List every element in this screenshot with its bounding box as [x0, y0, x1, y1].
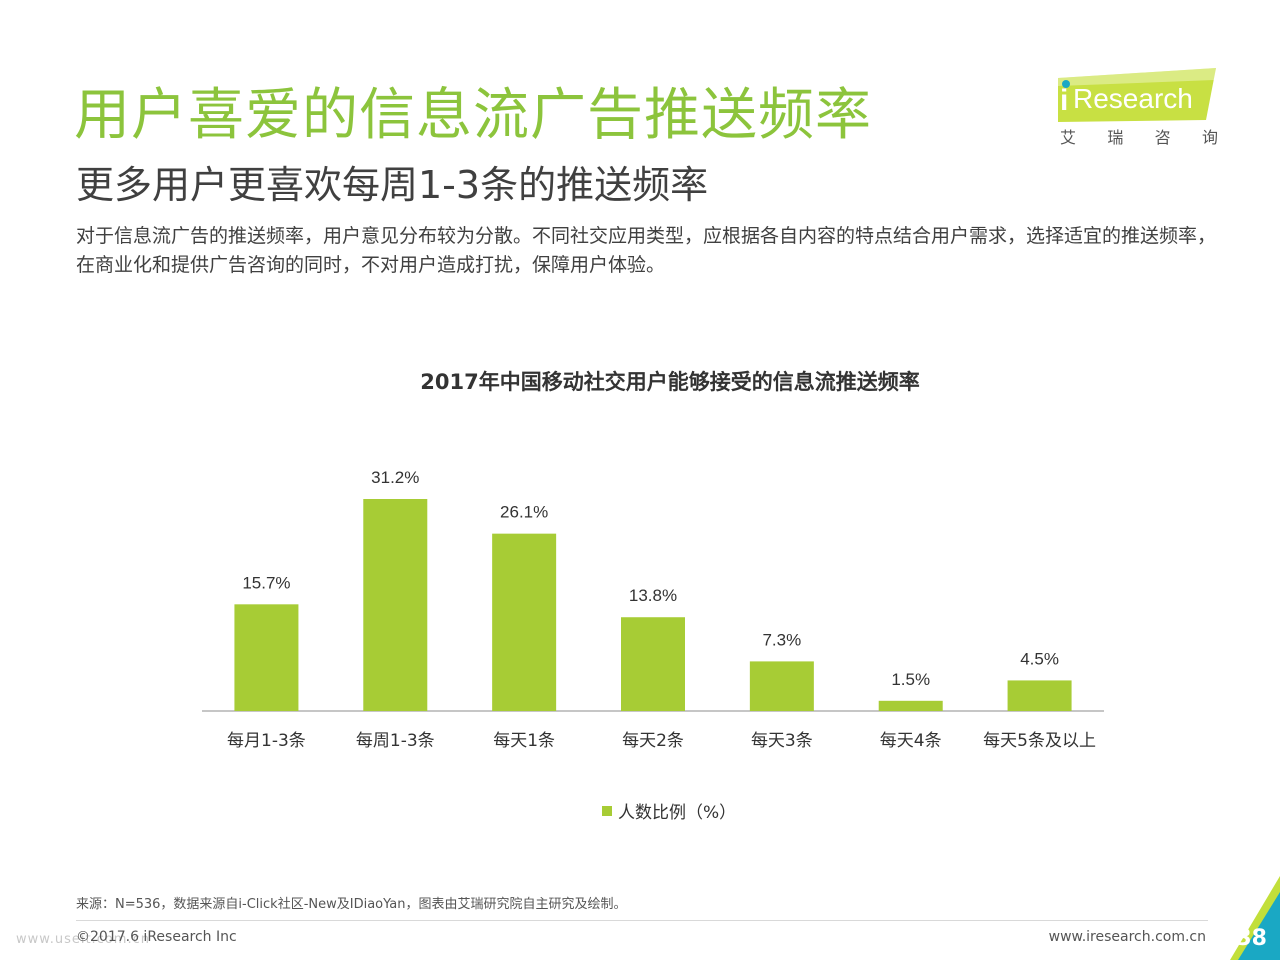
x-tick-label: 每天3条 [751, 731, 813, 751]
source-note: 来源：N=536，数据来源自i-Click社区-New及IDiaoYan，图表由… [76, 897, 627, 912]
bar-value-label: 7.3% [762, 630, 801, 649]
logo-char: 询 [1201, 128, 1218, 147]
page-number: 38 [1236, 926, 1267, 951]
bar-value-label: 15.7% [242, 573, 290, 592]
bar [878, 700, 943, 711]
x-tick-label: 每天4条 [880, 731, 942, 751]
bar-value-label: 4.5% [1020, 649, 1059, 668]
bar [363, 499, 428, 711]
x-tick-label: 每天5条及以上 [983, 731, 1096, 751]
page-description: 对于信息流广告的推送频率，用户意见分布较为分散。不同社交应用类型，应根据各自内容… [76, 225, 1217, 276]
x-tick-label: 每天1条 [493, 731, 555, 751]
chart-legend: 人数比例（%） [602, 798, 736, 823]
bar [749, 661, 814, 711]
website-url: www.iresearch.com.cn [1048, 929, 1206, 945]
logo-subtitle: 艾 瑞 咨 询 [1060, 124, 1218, 148]
bar [234, 604, 299, 711]
logo-char: 瑞 [1107, 128, 1124, 147]
bar-value-label: 1.5% [891, 670, 930, 689]
iresearch-logo: i Research 艾 瑞 咨 询 [1056, 66, 1218, 148]
bar [1007, 680, 1072, 711]
bar-value-label: 13.8% [629, 586, 677, 605]
legend-swatch [602, 805, 612, 816]
footer-divider [76, 920, 1208, 921]
page-subtitle: 更多用户更喜欢每周1-3条的推送频率 [76, 163, 709, 207]
corner-decoration [1230, 876, 1280, 960]
bar [492, 533, 557, 711]
page-title: 用户喜爱的信息流广告推送频率 [74, 83, 872, 148]
legend-label: 人数比例（%） [618, 803, 737, 823]
x-tick-label: 每月1-3条 [227, 731, 306, 751]
chart-title: 2017年中国移动社交用户能够接受的信息流推送频率 [420, 370, 920, 394]
logo-i: i [1060, 84, 1068, 117]
x-tick-label: 每周1-3条 [356, 731, 435, 751]
watermark: www.useit.com.cn [16, 932, 150, 947]
logo-char: 艾 [1060, 128, 1077, 147]
logo-research: Research [1073, 83, 1193, 114]
copyright: ©2017.6 iResearch Inc [76, 929, 237, 945]
logo-char: 咨 [1154, 128, 1171, 147]
bar-value-label: 26.1% [500, 503, 548, 522]
bar [621, 617, 685, 711]
bar-value-label: 31.2% [371, 468, 419, 487]
iresearch-logo-mark: i Research [1058, 68, 1216, 122]
x-tick-label: 每天2条 [622, 731, 684, 751]
logo-dot-icon [1062, 80, 1070, 88]
